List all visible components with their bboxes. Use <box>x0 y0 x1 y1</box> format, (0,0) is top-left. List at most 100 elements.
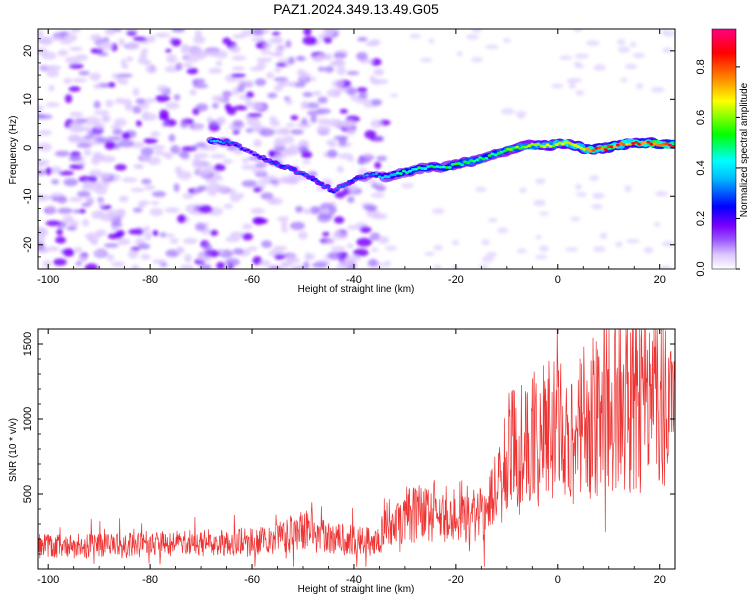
noise-blob <box>165 249 180 258</box>
noise-blob <box>316 125 325 133</box>
noise-blob <box>591 203 603 210</box>
noise-blob <box>147 156 161 166</box>
noise-blob <box>65 56 81 64</box>
noise-blob <box>243 79 254 87</box>
noise-blob <box>433 244 443 251</box>
noise-blob <box>169 238 179 244</box>
noise-blob <box>478 264 490 269</box>
noise-blob <box>535 234 542 240</box>
y-tick-label: 0 <box>22 145 34 151</box>
noise-blob <box>69 196 83 203</box>
noise-blob <box>370 192 385 198</box>
noise-blob <box>97 41 114 51</box>
noise-blob <box>210 153 226 159</box>
noise-blob <box>385 245 398 251</box>
noise-blob <box>615 241 623 248</box>
noise-blob <box>126 30 138 36</box>
noise-blob <box>539 245 549 252</box>
noise-blob <box>371 99 383 106</box>
noise-blob <box>68 156 82 162</box>
noise-blob <box>625 238 640 244</box>
noise-blob <box>654 190 668 197</box>
noise-blob <box>364 130 377 139</box>
noise-blob <box>273 84 283 92</box>
noise-blob <box>283 96 291 101</box>
noise-blob <box>93 100 101 109</box>
signal-cell <box>447 166 452 169</box>
noise-blob <box>38 161 45 168</box>
noise-blob <box>267 265 282 269</box>
noise-blob <box>311 262 328 269</box>
signal-cell <box>453 162 458 166</box>
signal-cell <box>377 175 382 178</box>
noise-blob <box>179 264 194 269</box>
noise-blob <box>266 197 283 205</box>
noise-blob <box>42 260 52 268</box>
noise-blob <box>63 248 75 257</box>
noise-blob <box>64 94 73 104</box>
noise-blob <box>332 119 344 129</box>
noise-blob <box>629 41 637 48</box>
noise-blob <box>514 111 528 117</box>
signal-cell <box>335 189 339 192</box>
noise-blob <box>76 142 92 149</box>
noise-blob <box>273 77 289 82</box>
noise-blob <box>486 251 498 258</box>
noise-blob <box>356 87 368 93</box>
spectrogram-noise-field <box>38 29 675 269</box>
noise-blob <box>357 36 368 42</box>
signal-cell <box>585 147 590 151</box>
signal-cell <box>460 163 464 167</box>
signal-cell <box>267 160 271 164</box>
noise-blob <box>280 228 289 233</box>
signal-cell <box>481 157 486 161</box>
noise-blob <box>237 85 245 93</box>
noise-blob <box>143 98 156 104</box>
signal-cell <box>597 146 602 150</box>
noise-blob <box>484 44 499 50</box>
noise-blob <box>274 254 286 260</box>
noise-blob <box>290 265 306 269</box>
signal-cell <box>408 169 412 173</box>
noise-blob <box>197 51 207 60</box>
x-tick-label: -60 <box>244 574 260 586</box>
noise-blob <box>370 119 383 129</box>
noise-blob <box>176 246 184 254</box>
noise-blob <box>121 177 138 183</box>
noise-blob <box>38 234 46 243</box>
noise-blob <box>260 192 274 200</box>
noise-blob <box>259 128 275 137</box>
signal-cell <box>545 143 550 147</box>
noise-blob <box>118 195 129 203</box>
noise-blob <box>148 34 156 43</box>
signal-cell <box>234 144 238 147</box>
noise-blob <box>619 77 628 83</box>
noise-blob <box>56 228 63 236</box>
noise-blob <box>182 193 195 199</box>
noise-blob <box>353 248 369 257</box>
noise-blob <box>347 183 358 192</box>
noise-blob <box>215 60 223 67</box>
noise-blob <box>517 114 524 120</box>
noise-blob <box>78 70 90 76</box>
signal-cell <box>319 182 323 186</box>
noise-blob <box>370 247 379 252</box>
noise-blob <box>87 182 102 192</box>
signal-cell <box>237 145 241 148</box>
noise-blob <box>232 119 244 127</box>
x-tick-label: -100 <box>37 274 59 286</box>
y-tick-label: 20 <box>22 45 34 57</box>
signal-cell <box>301 173 305 176</box>
signal-cell <box>527 144 532 148</box>
signal-cell <box>502 149 507 153</box>
noise-blob <box>324 32 333 38</box>
noise-blob <box>135 98 146 105</box>
noise-blob <box>269 179 280 184</box>
signal-cell <box>441 165 446 169</box>
noise-blob <box>272 245 288 251</box>
noise-blob <box>53 35 61 42</box>
signal-cell <box>401 169 406 173</box>
noise-blob <box>241 164 257 170</box>
signal-cell <box>292 167 296 170</box>
signal-cell <box>304 174 308 177</box>
